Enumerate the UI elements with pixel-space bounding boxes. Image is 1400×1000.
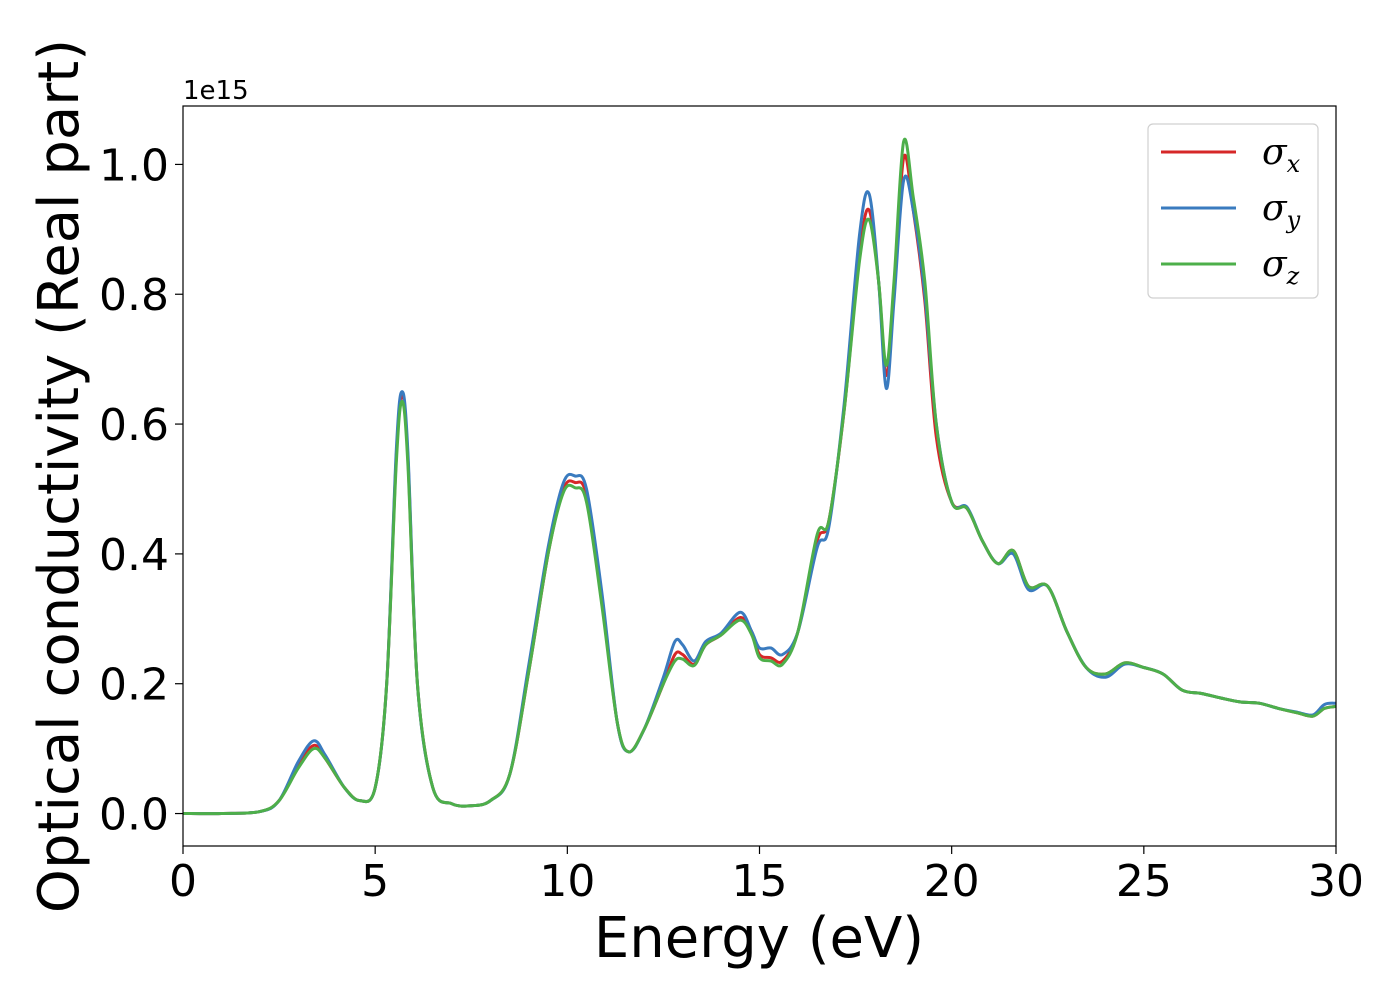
x-tick-label: 20 [924, 856, 980, 907]
legend-frame [1147, 123, 1319, 299]
legend-label-y: σy [1262, 188, 1301, 234]
y-tick-label: 0.6 [99, 400, 169, 451]
y-tick-label: 0.0 [99, 790, 169, 841]
y-tick-label: 0.4 [99, 530, 169, 581]
plot-area [183, 106, 1336, 846]
x-tick-label: 30 [1308, 856, 1364, 907]
series-line-z [183, 137, 1336, 816]
legend-label-x: σx [1262, 132, 1301, 178]
y-tick-label: 1.0 [99, 140, 169, 191]
x-tick-label: 10 [539, 856, 595, 907]
y-tick-label: 0.8 [99, 270, 169, 321]
legend: σx σy σz [1147, 123, 1319, 299]
x-axis-title: Energy (eV) [594, 906, 924, 971]
y-tick-label: 0.2 [99, 660, 169, 711]
y-axis-title: Optical conductivity (Real part) [27, 39, 92, 913]
legend-label-z: σz [1262, 244, 1300, 290]
x-tick-label: 25 [1116, 856, 1172, 907]
y-offset-label: 1e15 [183, 76, 249, 106]
x-tick-label: 15 [732, 856, 788, 907]
x-tick-label: 0 [169, 856, 197, 907]
x-tick-label: 5 [361, 856, 389, 907]
